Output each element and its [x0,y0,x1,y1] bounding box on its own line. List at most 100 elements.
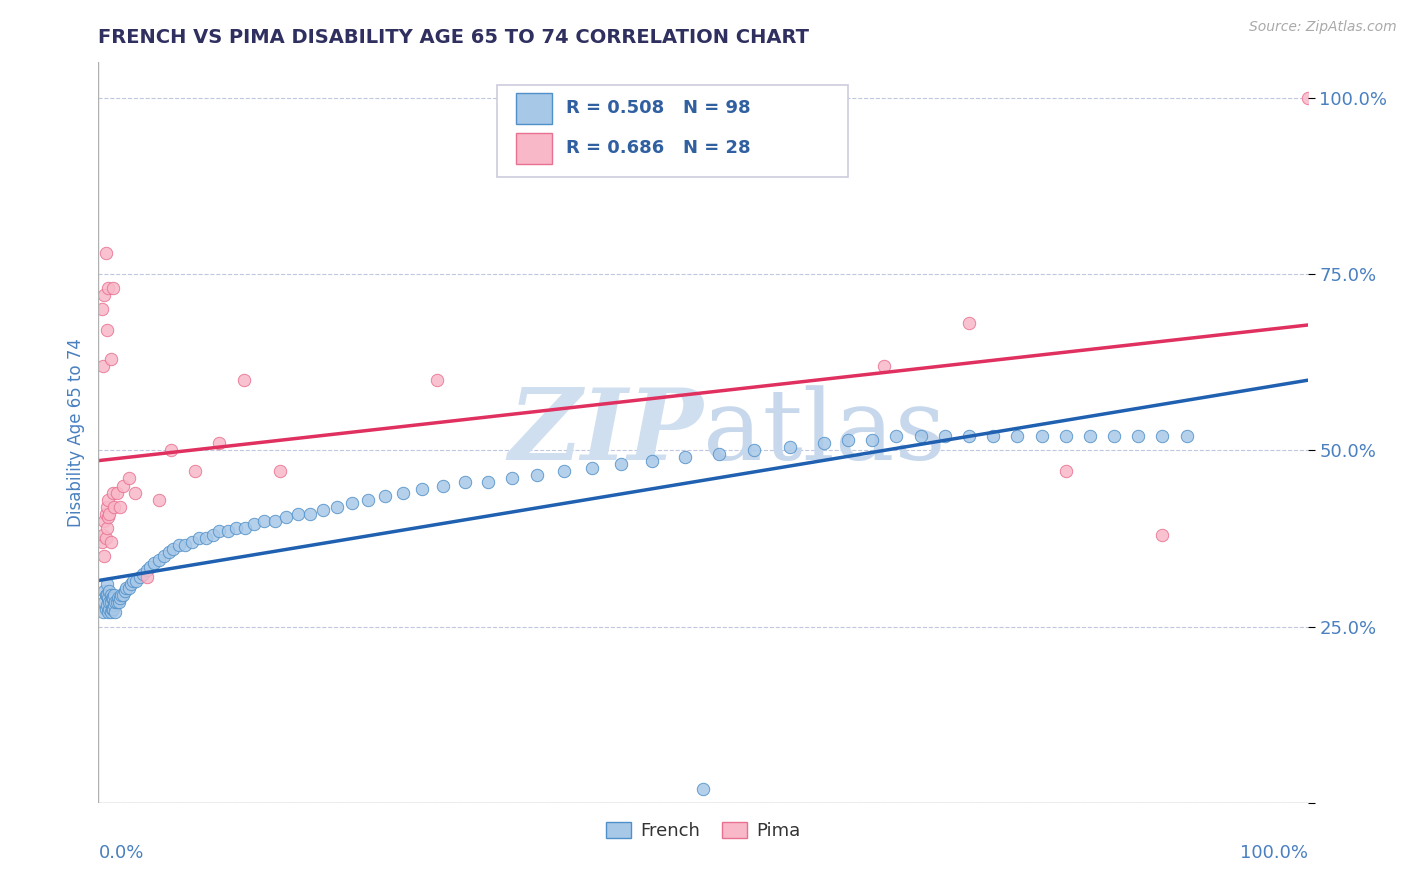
Point [208,524,231,539]
Point [91,302,114,317]
Point [152,549,174,563]
Point [910,429,932,443]
Point [426,373,449,387]
Point [957,316,980,330]
Point [115,581,138,595]
Point [100,351,122,366]
Point [96,588,118,602]
Point [342,496,364,510]
Point [101,281,124,295]
Point [526,467,548,482]
Point [122,574,145,588]
Point [97,492,120,507]
Point [135,570,157,584]
Point [135,563,157,577]
Point [1152,429,1174,443]
Point [432,478,454,492]
Point [143,556,166,570]
Point [742,443,765,458]
Point [91,528,114,542]
Point [110,588,132,602]
Point [101,602,124,616]
Point [1078,429,1101,443]
Text: R = 0.508   N = 98: R = 0.508 N = 98 [567,99,751,118]
Point [232,373,254,387]
Point [103,588,125,602]
Point [100,595,122,609]
Point [873,359,896,373]
FancyBboxPatch shape [498,85,848,178]
Point [813,436,835,450]
Point [94,602,117,616]
Point [411,482,433,496]
Point [1054,429,1077,443]
Point [299,507,322,521]
Point [100,588,122,602]
Point [374,489,396,503]
Point [100,606,122,620]
Point [1296,91,1319,105]
Text: 100.0%: 100.0% [1240,844,1308,862]
Point [104,595,127,609]
Point [501,471,523,485]
Point [103,599,125,613]
Point [101,591,124,606]
Point [325,500,347,514]
Point [93,584,115,599]
Point [120,577,142,591]
Point [98,602,121,616]
Point [641,454,664,468]
Point [1054,464,1077,478]
Point [139,559,162,574]
Point [162,541,184,556]
Point [673,450,696,465]
Point [1175,429,1198,443]
Point [148,552,170,566]
Y-axis label: Disability Age 65 to 74: Disability Age 65 to 74 [66,338,84,527]
Point [111,478,134,492]
Point [101,485,124,500]
Point [107,591,129,606]
Point [274,510,297,524]
Point [553,464,575,478]
Point [108,591,131,606]
Point [184,464,207,478]
Point [610,458,633,472]
Point [94,245,117,260]
Point [93,595,115,609]
Point [1102,429,1125,443]
Point [91,606,114,620]
Point [125,574,148,588]
Point [253,514,276,528]
Point [98,584,121,599]
Point [96,599,118,613]
Point [392,485,415,500]
Point [118,471,141,485]
Text: R = 0.686   N = 28: R = 0.686 N = 28 [567,139,751,157]
Point [187,532,209,546]
Point [108,595,131,609]
Point [93,288,115,302]
Point [111,588,134,602]
Point [180,535,202,549]
Point [98,507,121,521]
Point [208,436,231,450]
Point [94,532,117,546]
Text: atlas: atlas [703,384,946,481]
Point [91,359,114,373]
Point [269,464,291,478]
Point [118,581,141,595]
Point [202,528,225,542]
Point [105,485,128,500]
Legend: French, Pima: French, Pima [599,814,807,847]
Point [1128,429,1150,443]
Point [169,538,191,552]
Point [103,500,125,514]
Point [157,545,180,559]
Point [886,429,908,443]
Point [581,461,603,475]
Point [217,524,239,539]
Point [97,281,120,295]
Text: ZIP: ZIP [508,384,703,481]
Point [779,440,801,454]
